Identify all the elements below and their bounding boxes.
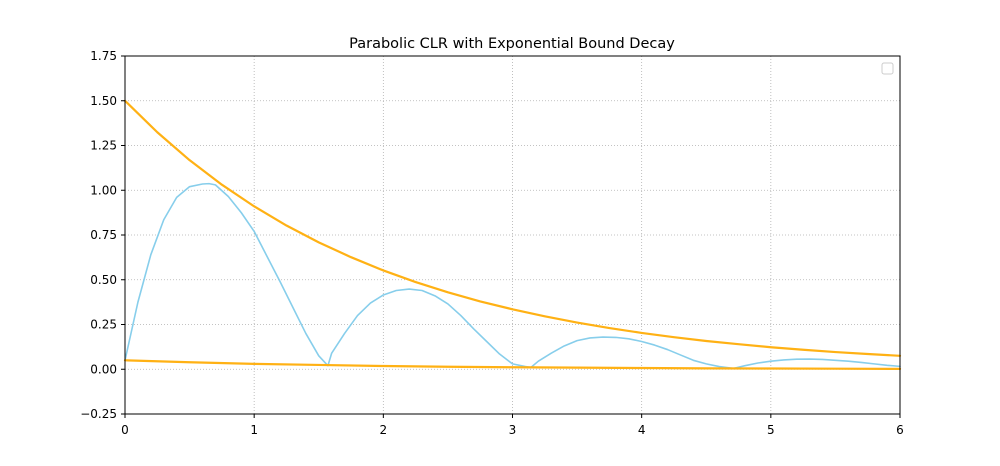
x-tick-label: 1 [250,423,258,437]
x-tick-label: 6 [896,423,904,437]
y-tick-label: −0.25 [80,407,117,421]
legend-box [881,62,894,75]
y-axis: −0.25 0.00 0.25 0.50 0.75 1.00 1.25 1.50 1.75 [80,49,125,421]
x-axis: 0 1 2 3 4 5 6 [121,414,904,437]
y-tick-label: 0.00 [90,362,117,376]
chart-title: Parabolic CLR with Exponential Bound Dec… [349,36,675,52]
y-tick-label: 1.75 [90,49,117,63]
y-tick-label: 0.25 [90,318,117,332]
x-tick-label: 3 [509,423,517,437]
series-layer [123,99,902,370]
x-tick-label: 0 [121,423,129,437]
upper-bound-line [123,99,902,357]
y-tick-label: 0.75 [90,228,117,242]
x-tick-label: 4 [638,423,646,437]
clr-series-line [124,182,901,370]
y-tick-label: 0.50 [90,273,117,287]
y-tick-label: 1.50 [90,94,117,108]
x-tick-label: 2 [380,423,388,437]
x-tick-label: 5 [767,423,775,437]
lower-bound-line [123,359,902,370]
y-tick-label: 1.00 [90,183,117,197]
y-tick-label: 1.25 [90,139,117,153]
